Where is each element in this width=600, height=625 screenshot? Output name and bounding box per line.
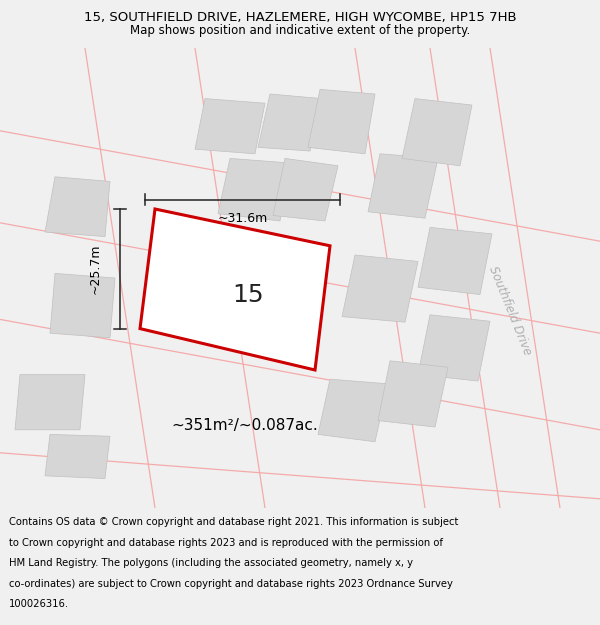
Text: ~351m²/~0.087ac.: ~351m²/~0.087ac. bbox=[172, 418, 319, 432]
Text: ~25.7m: ~25.7m bbox=[89, 244, 101, 294]
Text: 15: 15 bbox=[232, 282, 264, 306]
Text: co-ordinates) are subject to Crown copyright and database rights 2023 Ordnance S: co-ordinates) are subject to Crown copyr… bbox=[9, 579, 453, 589]
Text: Southfield Drive: Southfield Drive bbox=[486, 264, 534, 357]
Polygon shape bbox=[258, 94, 322, 151]
Polygon shape bbox=[15, 374, 85, 430]
Text: 100026316.: 100026316. bbox=[9, 599, 69, 609]
Polygon shape bbox=[228, 255, 298, 322]
Polygon shape bbox=[273, 158, 338, 221]
Polygon shape bbox=[195, 99, 265, 154]
Text: ~31.6m: ~31.6m bbox=[217, 212, 268, 225]
Text: 15, SOUTHFIELD DRIVE, HAZLEMERE, HIGH WYCOMBE, HP15 7HB: 15, SOUTHFIELD DRIVE, HAZLEMERE, HIGH WY… bbox=[83, 11, 517, 24]
Polygon shape bbox=[308, 89, 375, 154]
Polygon shape bbox=[182, 259, 258, 326]
Polygon shape bbox=[318, 379, 388, 442]
Text: Contains OS data © Crown copyright and database right 2021. This information is : Contains OS data © Crown copyright and d… bbox=[9, 518, 458, 528]
Text: HM Land Registry. The polygons (including the associated geometry, namely x, y: HM Land Registry. The polygons (includin… bbox=[9, 558, 413, 568]
Polygon shape bbox=[45, 177, 110, 237]
Polygon shape bbox=[140, 209, 330, 370]
Text: to Crown copyright and database rights 2023 and is reproduced with the permissio: to Crown copyright and database rights 2… bbox=[9, 538, 443, 548]
Polygon shape bbox=[402, 99, 472, 166]
Polygon shape bbox=[50, 273, 115, 338]
Polygon shape bbox=[45, 434, 110, 479]
Polygon shape bbox=[418, 315, 490, 381]
Polygon shape bbox=[342, 255, 418, 322]
Polygon shape bbox=[218, 158, 290, 221]
Polygon shape bbox=[378, 361, 448, 427]
Polygon shape bbox=[368, 154, 438, 218]
Polygon shape bbox=[418, 228, 492, 294]
Text: Map shows position and indicative extent of the property.: Map shows position and indicative extent… bbox=[130, 24, 470, 38]
